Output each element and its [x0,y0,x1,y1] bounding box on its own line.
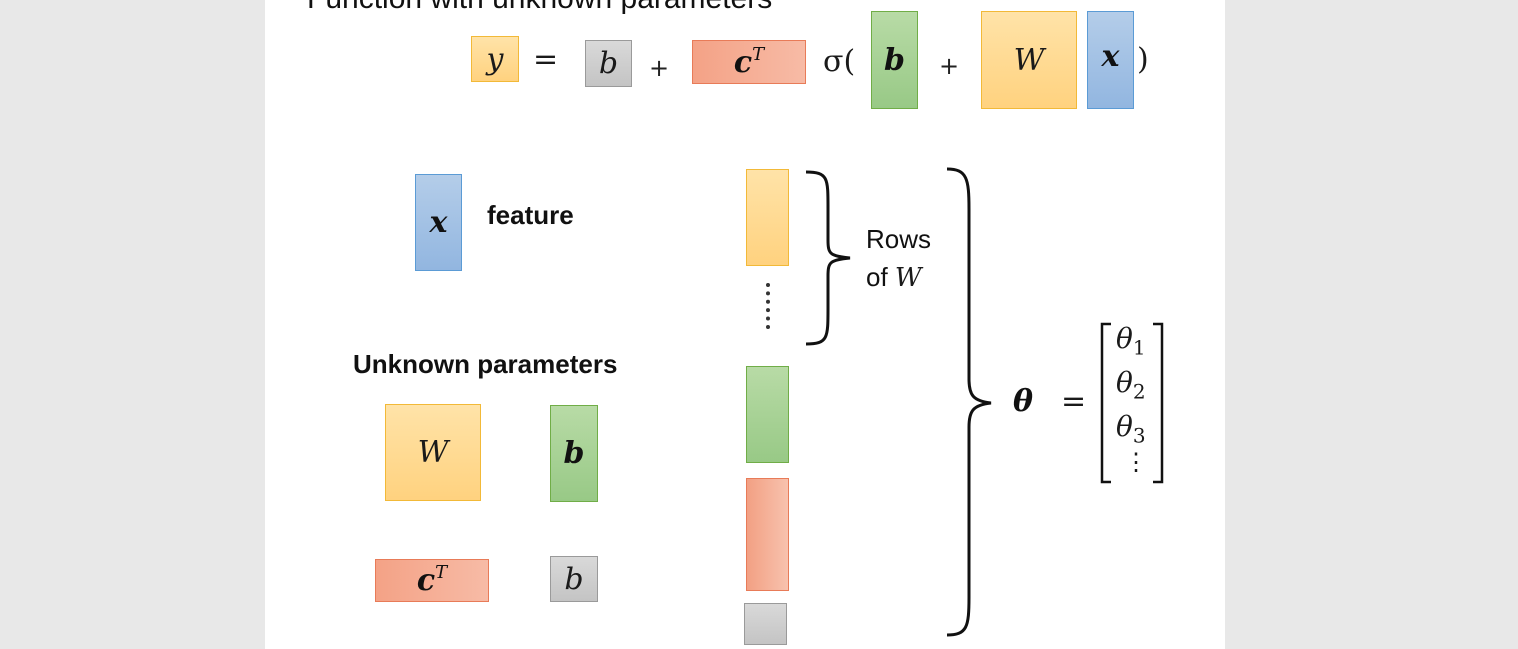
stack-b-scalar [744,603,787,645]
eq-ct: cT [733,43,765,80]
unknown-b-scalar: b [564,561,584,597]
theta-entry-2: θ2 [1116,366,1146,404]
unknown-W-box: W [385,404,481,501]
brace-theta [946,167,992,637]
theta-equals: = [1061,384,1087,419]
eq-close: ) [1137,42,1149,77]
stack-b-vector [746,366,789,463]
unknown-ct-box: cT [375,559,489,602]
slide-title: Function with unknown parameters [307,0,772,16]
stack-row-w [746,169,789,266]
theta-symbol: θ [1013,384,1034,419]
theta-bracket-right [1153,322,1164,484]
eq-sigma-open: σ( [823,44,856,79]
theta-entry-3: θ3 [1116,410,1146,448]
theta-ellipsis: ⋮ [1124,448,1148,476]
unknown-ct: cT [416,562,448,598]
feature-x-box: x [415,174,462,271]
eq-W-box: W [981,11,1077,109]
eq-plus-2: + [939,52,960,80]
stack-c-vector [746,478,789,591]
unknown-b-vector: b [563,436,585,471]
unknown-heading: Unknown parameters [353,349,618,379]
feature-x: x [429,205,448,240]
eq-x: x [1101,38,1120,74]
theta-entry-1: θ1 [1116,322,1146,360]
eq-y-box: y [471,36,519,82]
rows-label-line2: of W [866,262,922,293]
eq-b-vector: b [884,42,905,78]
eq-ct-box: cT [692,40,806,84]
eq-W: W [1013,42,1045,78]
eq-b-vector-box: b [871,11,918,109]
slide: Function with unknown parameters y = b +… [265,0,1225,649]
eq-y: y [486,41,504,77]
eq-b-scalar: b [598,46,619,81]
brace-rows-of-w [805,170,851,346]
unknown-b-scalar-box: b [550,556,598,602]
unknown-b-vector-box: b [550,405,598,502]
eq-x-box: x [1087,11,1134,109]
stack-dotted-line [766,283,770,329]
rows-label-line1: Rows [866,224,932,254]
feature-label: feature [487,200,574,230]
eq-plus-1: + [649,54,670,82]
unknown-W: W [417,435,449,470]
theta-bracket-left [1100,322,1111,484]
eq-equals: = [533,42,559,77]
eq-b-scalar-box: b [585,40,632,87]
